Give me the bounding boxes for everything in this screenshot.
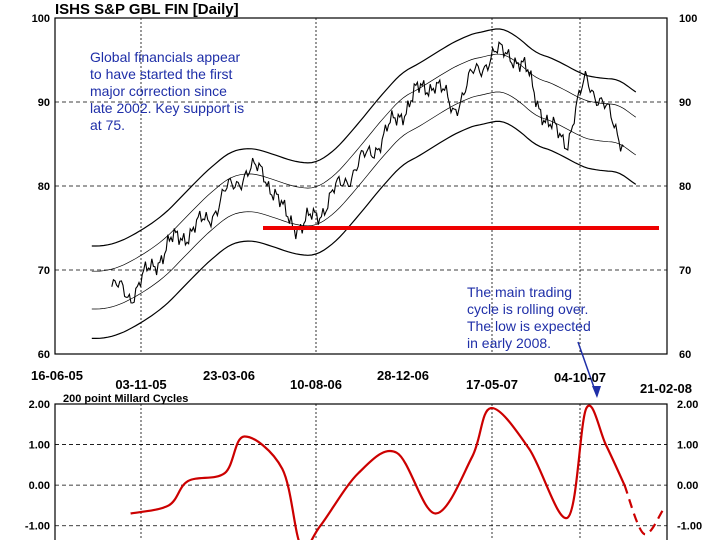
osc-y-tick-left: -1.00 xyxy=(25,521,50,533)
osc-y-tick-right: -1.00 xyxy=(677,521,702,533)
annotation-financials-line-2: to have started the first xyxy=(90,66,233,82)
band-inner-lower xyxy=(91,91,637,310)
main-y-tick-right-100: 100 xyxy=(679,13,697,25)
main-y-tick-right-80: 80 xyxy=(679,181,691,193)
main-y-tick-right-60: 60 xyxy=(679,349,691,361)
annotation-cycle-line-4: in early 2008. xyxy=(467,335,551,351)
osc-y-tick-left: 2.00 xyxy=(29,399,50,411)
date-label-bottom-3: 04-10-07 xyxy=(554,370,606,385)
oscillator-y-ticks-right: 2.00 1.00 0.00 -1.00 xyxy=(677,399,702,533)
main-y-tick-left-90: 90 xyxy=(38,97,50,109)
date-label-top-2: 23-03-06 xyxy=(203,368,255,383)
date-label-top-3: 28-12-06 xyxy=(377,368,429,383)
band-outer-lower xyxy=(91,120,637,339)
oscillator-series-2 xyxy=(623,484,665,536)
annotation-arrow-head xyxy=(592,386,601,398)
oscillator-series-1 xyxy=(130,404,626,540)
date-label-bottom-2: 10-08-06 xyxy=(290,377,342,392)
date-axis: 16-06-05 23-03-06 28-12-06 17-05-07 21-0… xyxy=(31,368,692,396)
osc-y-tick-right: 2.00 xyxy=(677,399,698,411)
main-y-tick-right-70: 70 xyxy=(679,265,691,277)
band-outer-upper xyxy=(91,28,637,247)
date-label-top-5: 21-02-08 xyxy=(640,381,692,396)
annotation-financials-line-4: late 2002. Key support is xyxy=(90,100,244,116)
osc-y-tick-left: 1.00 xyxy=(29,440,50,452)
main-panel: ISHS S&P GBL FIN [Daily] 60 70 80 90 100 60 7… xyxy=(32,1,697,398)
osc-y-tick-left: 0.00 xyxy=(29,480,50,492)
band-inner-upper xyxy=(91,53,637,272)
main-y-tick-left-100: 100 xyxy=(32,13,50,25)
annotation-cycle-line-3: The low is expected xyxy=(467,318,591,334)
annotation-cycle-line-2: cycle is rolling over. xyxy=(467,301,588,317)
main-y-tick-right-90: 90 xyxy=(679,97,691,109)
osc-y-tick-right: 0.00 xyxy=(677,480,698,492)
oscillator-gridlines xyxy=(55,404,667,540)
annotation-financials-line-5: at 75. xyxy=(90,117,125,133)
oscillator-title: 200 point Millard Cycles xyxy=(63,393,188,405)
chart-title: ISHS S&P GBL FIN [Daily] xyxy=(55,1,239,18)
main-y-ticks-right: 60 70 80 90 100 xyxy=(679,13,697,361)
main-y-tick-left-70: 70 xyxy=(38,265,50,277)
annotation-cycle-line-1: The main trading xyxy=(467,284,572,300)
date-label-top-4: 17-05-07 xyxy=(466,377,518,392)
date-label-top-1: 16-06-05 xyxy=(31,368,83,383)
oscillator-layer xyxy=(130,404,665,540)
osc-y-tick-right: 1.00 xyxy=(677,440,698,452)
annotation-financials-line-1: Global financials appear xyxy=(90,49,241,65)
price-layer xyxy=(91,28,637,339)
main-y-tick-left-80: 80 xyxy=(38,181,50,193)
main-y-tick-left-60: 60 xyxy=(38,349,50,361)
oscillator-y-ticks-left: 2.00 1.00 0.00 -1.00 xyxy=(25,399,50,533)
oscillator-panel: 200 point Millard Cycles 2.00 1.00 0.00 -1.… xyxy=(25,393,702,540)
main-y-ticks-left: 60 70 80 90 100 xyxy=(32,13,50,361)
date-label-bottom-1: 03-11-05 xyxy=(115,377,166,392)
price-series-line xyxy=(111,41,625,304)
annotation-financials-line-3: major correction since xyxy=(90,83,227,99)
oscillator-plot-frame xyxy=(54,403,668,540)
